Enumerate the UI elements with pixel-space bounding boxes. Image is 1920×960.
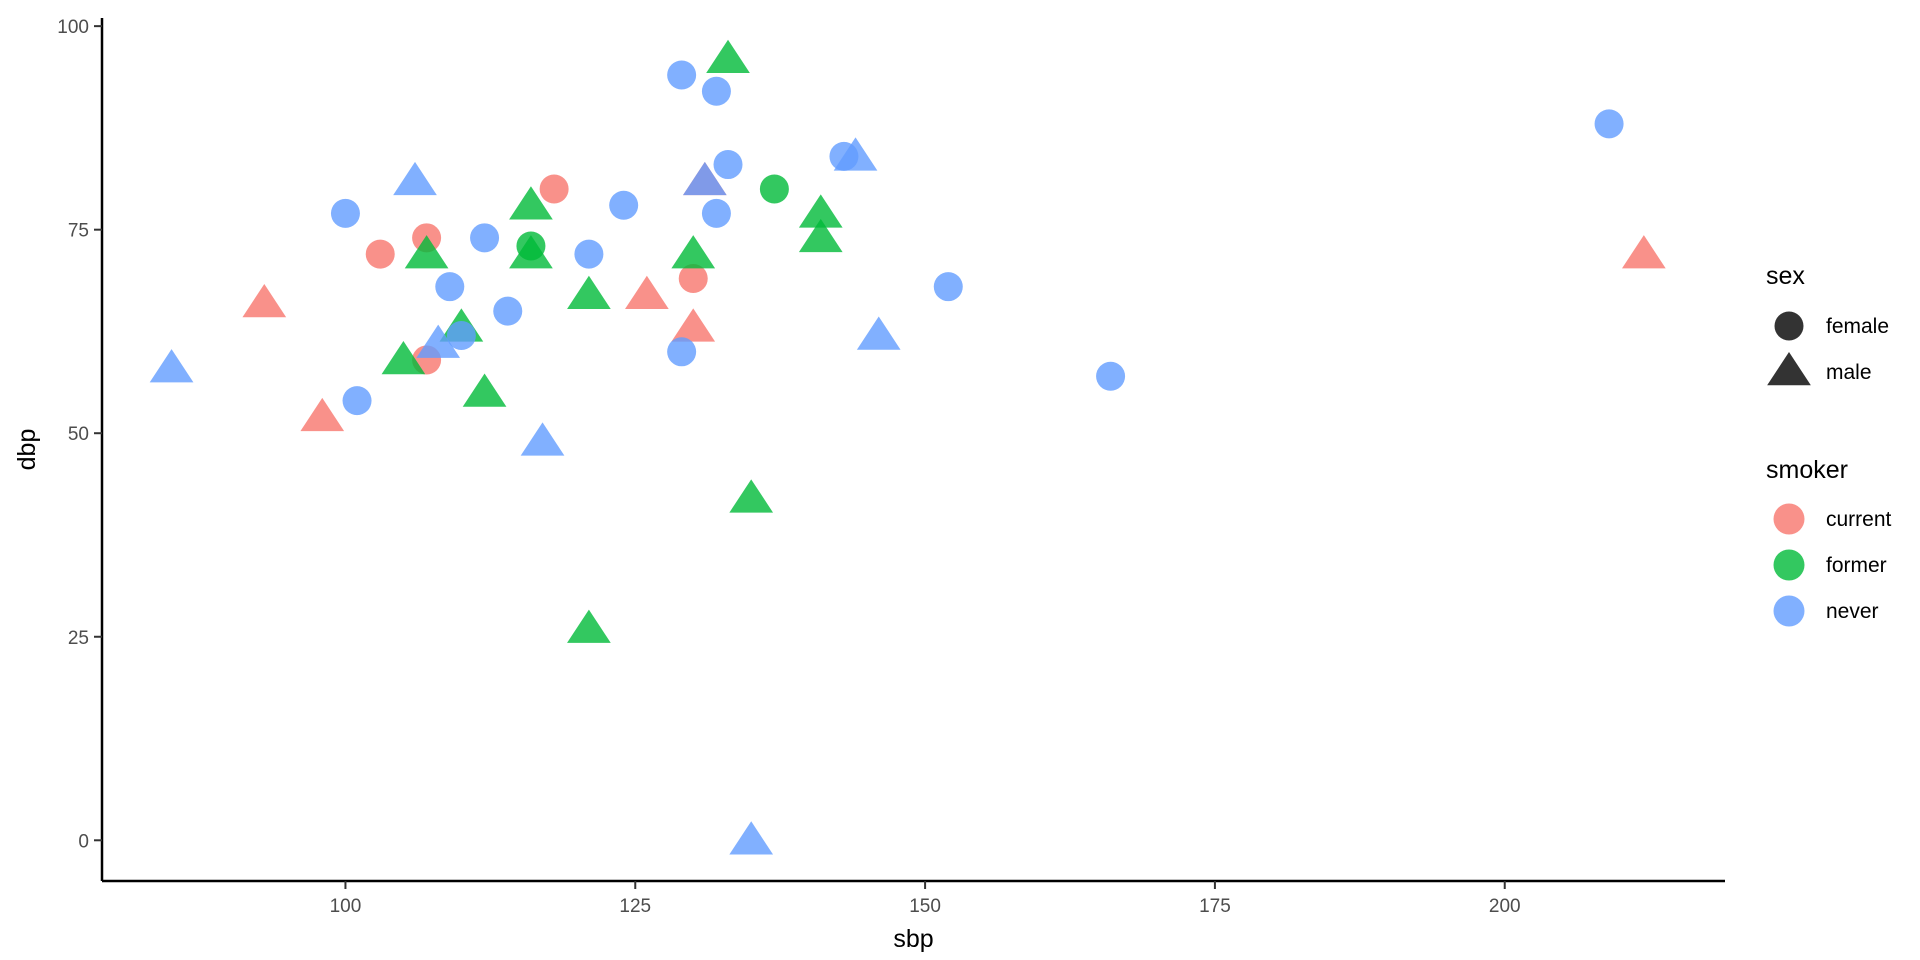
y-tick-label: 0	[78, 831, 89, 852]
legend-smoker-label: former	[1826, 554, 1887, 577]
data-point-triangle	[416, 324, 461, 358]
legend-smoker: smoker current former never	[1766, 456, 1892, 627]
data-point-triangle	[625, 275, 669, 310]
x-tick-label: 200	[1489, 896, 1521, 917]
legend-sex-title: sex	[1766, 262, 1805, 290]
data-point-triangle	[798, 218, 843, 253]
x-tick-label: 125	[619, 896, 651, 917]
data-point-triangle	[729, 479, 774, 513]
y-tick-label: 100	[57, 17, 89, 38]
data-point-triangle	[682, 161, 727, 196]
data-point-circle	[678, 264, 708, 294]
legend-smoker-label: never	[1826, 600, 1879, 623]
data-point-circle	[713, 150, 743, 180]
data-point-circle	[1594, 109, 1624, 139]
legend-smoker-label: current	[1826, 508, 1892, 531]
data-point-circle	[446, 321, 476, 351]
legend-sex: sex female male	[1766, 262, 1889, 386]
data-point-triangle	[729, 821, 774, 855]
y-tick-label: 25	[68, 628, 89, 649]
data-point-circle	[493, 296, 523, 326]
data-point-triangle	[856, 316, 901, 350]
data-point-triangle	[381, 340, 426, 375]
data-point-triangle	[798, 194, 843, 228]
data-point-circle	[701, 198, 731, 228]
legend-sex-items: female male	[1767, 311, 1889, 386]
legend-color-key	[1773, 503, 1805, 535]
legend-circle-key	[1774, 311, 1804, 341]
data-point-circle	[759, 174, 789, 204]
legend-sex-label: female	[1826, 315, 1889, 338]
y-tick-label: 50	[68, 424, 89, 445]
data-point-circle	[609, 190, 639, 220]
legend-smoker-items: current former never	[1773, 503, 1892, 627]
data-point-circle	[435, 272, 465, 302]
data-point-circle	[933, 272, 963, 302]
data-point-circle	[701, 76, 731, 106]
data-point-circle	[1096, 361, 1126, 391]
data-point-triangle	[509, 235, 553, 269]
y-axis-title: dbp	[13, 429, 41, 471]
data-point-triangle	[242, 283, 287, 318]
data-point-circle	[667, 337, 697, 367]
data-point-circle	[574, 239, 604, 269]
y-tick-label: 75	[68, 221, 89, 242]
legend-smoker-title: smoker	[1766, 456, 1848, 484]
x-axis-title: sbp	[893, 925, 933, 953]
data-point-triangle	[300, 397, 345, 432]
x-tick-label: 175	[1199, 896, 1231, 917]
legend-sex-label: male	[1826, 361, 1872, 384]
data-point-triangle	[671, 235, 716, 269]
x-tick-label: 100	[330, 896, 362, 917]
data-point-triangle	[706, 39, 750, 73]
data-point-triangle	[567, 275, 611, 310]
data-point-triangle	[520, 422, 565, 456]
data-point-triangle	[393, 161, 437, 196]
legend-color-key	[1773, 595, 1805, 627]
points-layer	[149, 39, 1666, 855]
legend-triangle-key	[1767, 352, 1811, 386]
data-point-circle	[342, 386, 372, 416]
data-point-triangle	[462, 373, 507, 407]
data-point-triangle	[567, 609, 611, 643]
x-ticks: 100 125 150 175 200	[330, 881, 1521, 917]
data-point-triangle	[671, 308, 716, 342]
data-point-triangle	[1622, 235, 1666, 269]
x-tick-label: 150	[909, 896, 941, 917]
y-ticks: 0 25 50 75 100	[57, 17, 102, 852]
data-point-circle	[365, 239, 395, 269]
data-point-circle	[330, 198, 360, 228]
data-point-circle	[470, 223, 500, 253]
data-point-triangle	[149, 349, 194, 383]
data-point-triangle	[404, 235, 449, 269]
data-point-triangle	[833, 137, 878, 171]
legend-color-key	[1773, 549, 1805, 581]
data-point-circle	[539, 174, 569, 204]
axes: 100 125 150 175 200 0 25 50 75 100	[57, 17, 1725, 917]
data-point-circle	[667, 60, 697, 90]
data-point-triangle	[509, 186, 553, 220]
